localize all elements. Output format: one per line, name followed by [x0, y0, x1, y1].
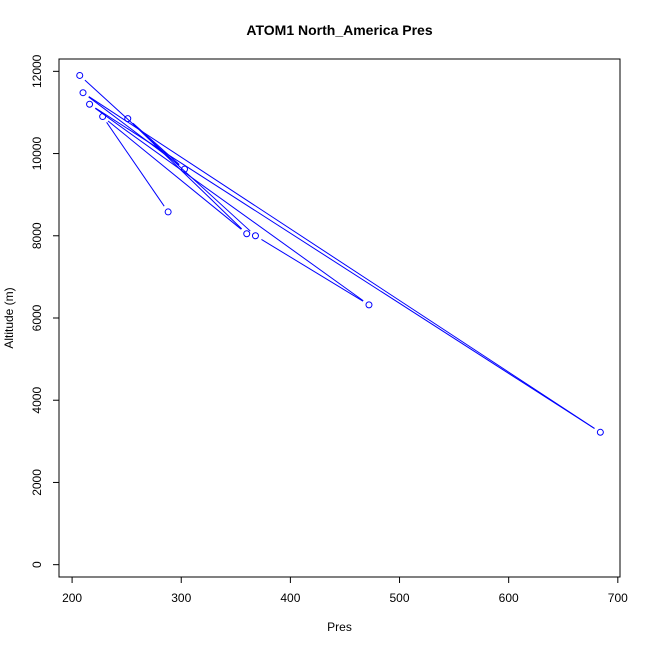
- data-point: [596, 428, 604, 436]
- data-point: [79, 89, 87, 97]
- data-point: [181, 165, 189, 173]
- x-tick-label: 300: [171, 591, 191, 605]
- series-segment: [94, 107, 364, 302]
- x-tick-label: 600: [499, 591, 519, 605]
- y-tick-label: 6000: [30, 304, 44, 331]
- data-point: [76, 71, 84, 79]
- y-tick-label: 10000: [30, 137, 44, 171]
- y-tick-label: 0: [30, 561, 44, 568]
- series-segment: [107, 120, 242, 230]
- y-axis-label: Altitude (m): [2, 287, 16, 348]
- data-point: [164, 208, 172, 216]
- y-tick-label: 12000: [30, 54, 44, 88]
- series-segment: [88, 96, 595, 429]
- y-tick-label: 2000: [30, 469, 44, 496]
- x-tick-label: 200: [62, 591, 82, 605]
- data-point: [251, 232, 259, 240]
- data-point: [124, 115, 132, 123]
- x-tick-label: 700: [608, 591, 628, 605]
- x-tick-label: 500: [390, 591, 410, 605]
- data-point: [365, 301, 373, 309]
- data-point: [86, 100, 94, 108]
- series-layer: [76, 71, 604, 436]
- series-segment: [261, 238, 364, 302]
- y-tick-label: 8000: [30, 222, 44, 249]
- data-point: [243, 230, 251, 238]
- chart-title: ATOM1 North_America Pres: [246, 22, 432, 38]
- y-tick-label: 4000: [30, 387, 44, 414]
- series-segment: [88, 96, 180, 166]
- series-segment: [84, 79, 251, 232]
- series-segment: [95, 107, 595, 429]
- x-axis: 200 300 400 500 600 700: [62, 577, 628, 605]
- y-axis: 0 2000 4000 6000 8000 10000 12000: [30, 54, 59, 568]
- x-tick-label: 400: [280, 591, 300, 605]
- series-segment: [106, 122, 165, 207]
- data-point: [99, 113, 107, 121]
- x-axis-label: Pres: [327, 620, 352, 634]
